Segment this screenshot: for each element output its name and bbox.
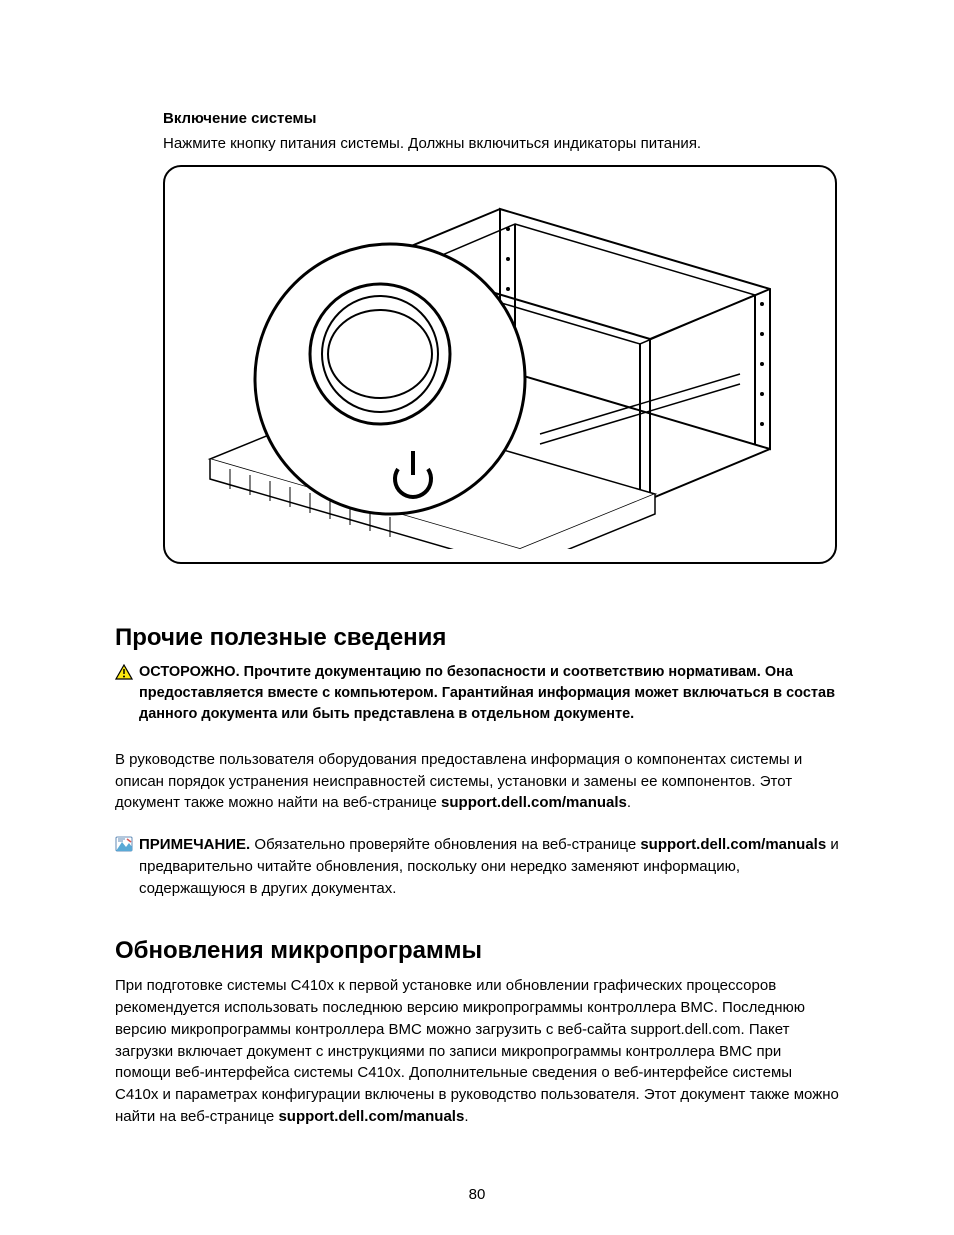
caution-text: ОСТОРОЖНО. Прочтите документацию по безо… xyxy=(139,662,839,725)
subsection-heading: Включение системы xyxy=(163,110,839,127)
caution-body: Прочтите документацию по безопасности и … xyxy=(139,664,835,722)
note-text: ПРИМЕЧАНИЕ. Обязательно проверяйте обнов… xyxy=(139,834,839,899)
section-heading-other-info: Прочие полезные сведения xyxy=(115,624,839,652)
support-link-text: support.dell.com/manuals xyxy=(441,794,627,811)
power-button-figure xyxy=(163,165,837,564)
note-callout: ПРИМЕЧАНИЕ. Обязательно проверяйте обнов… xyxy=(115,834,839,899)
rack-diagram-svg xyxy=(180,179,820,549)
caution-callout: ОСТОРОЖНО. Прочтите документацию по безо… xyxy=(115,662,839,725)
section-heading-firmware: Обновления микропрограммы xyxy=(115,937,839,965)
manual-info-paragraph: В руководстве пользователя оборудования … xyxy=(115,749,839,814)
caution-icon xyxy=(115,664,135,725)
caution-label: ОСТОРОЖНО. xyxy=(139,664,244,680)
intro-paragraph: Нажмите кнопку питания системы. Должны в… xyxy=(163,133,839,155)
note-support-link: support.dell.com/manuals xyxy=(640,836,826,853)
fw-support-link: support.dell.com/manuals xyxy=(278,1108,464,1125)
para-text-b: . xyxy=(627,794,631,811)
fw-text-b: . xyxy=(464,1108,468,1125)
note-icon xyxy=(115,836,135,899)
page-number: 80 xyxy=(0,1186,954,1203)
fw-text-a: При подготовке системы C410x к первой ус… xyxy=(115,977,839,1125)
firmware-paragraph: При подготовке системы C410x к первой ус… xyxy=(115,975,839,1127)
note-body-a: Обязательно проверяйте обновления на веб… xyxy=(254,836,640,853)
note-label: ПРИМЕЧАНИЕ. xyxy=(139,836,254,853)
document-page: Включение системы Нажмите кнопку питания… xyxy=(0,0,954,1235)
